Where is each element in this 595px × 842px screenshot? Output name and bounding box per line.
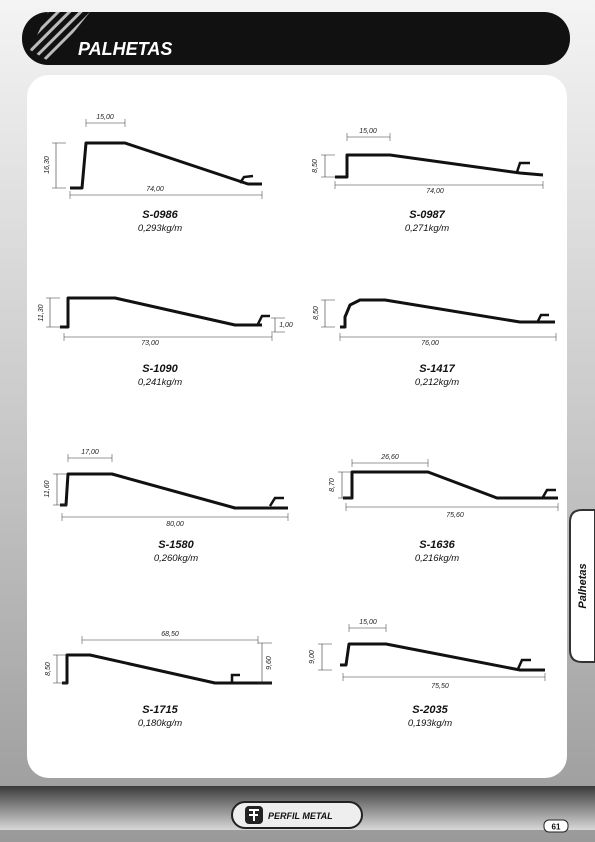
profile-weight: 0,260kg/m (154, 553, 198, 564)
dimension-label: 8,50 (45, 662, 52, 676)
dimension-label: 75,60 (446, 512, 464, 519)
profile-hook (536, 313, 549, 322)
dimension-label: 15,00 (359, 128, 377, 135)
dimension-label: 68,50 (161, 631, 179, 638)
profile-hook (238, 174, 254, 184)
dimension-label: 11,60 (44, 480, 51, 497)
profile-code: S-0987 (409, 209, 445, 221)
dimension-label: 8,50 (313, 306, 320, 320)
profile-shape (340, 642, 545, 672)
profile-shape (335, 153, 544, 179)
side-tab-label: Palhetas (577, 563, 589, 608)
profile-weight: 0,212kg/m (415, 377, 459, 388)
profile-code: S-1580 (158, 539, 194, 551)
footer-pill (231, 801, 363, 829)
dimension-label: 11,30 (38, 304, 45, 321)
dimension-label: 80,00 (166, 521, 184, 528)
dimension-label: 1,00 (279, 322, 293, 329)
profile-weight: 0,180kg/m (138, 718, 182, 729)
dimension-label: 15,00 (359, 619, 377, 626)
profile-hook (256, 314, 270, 325)
profile-weight: 0,241kg/m (138, 377, 182, 388)
profile-weight: 0,293kg/m (138, 223, 182, 234)
dimension-label: 15,00 (96, 114, 114, 121)
profile-hook (541, 488, 556, 498)
dimension-label: 75,50 (431, 683, 449, 690)
profile-hook (515, 161, 530, 173)
page-number: 61 (552, 823, 561, 832)
profile-hook (268, 496, 284, 507)
content-panel (27, 75, 567, 778)
side-tab (569, 509, 595, 663)
footer-logo-mark (249, 809, 259, 821)
profile-code: S-1636 (419, 539, 455, 551)
profile-weight: 0,193kg/m (408, 718, 452, 729)
page-number-box (543, 819, 569, 833)
profile-shape (60, 296, 262, 329)
profile-shape (70, 141, 262, 190)
profile-code: S-1715 (142, 704, 178, 716)
dimension-label: 8,70 (329, 478, 336, 492)
dimension-label: 9,60 (266, 656, 273, 670)
header-bar (22, 12, 570, 65)
dimension-label: 26,60 (380, 454, 399, 461)
dimension-label: 17,00 (81, 449, 99, 456)
profile-shape (340, 298, 555, 329)
profile-code: S-2035 (412, 704, 448, 716)
dimension-label: 74,00 (146, 186, 164, 193)
profile-hook (230, 673, 240, 682)
dimension-label: 8,50 (312, 159, 319, 173)
profile-hook (516, 658, 531, 670)
footer-brand: PERFIL METAL (268, 811, 333, 821)
profile-code: S-1090 (142, 363, 178, 375)
header-stripes (30, 12, 90, 62)
header-title: PALHETAS (78, 39, 172, 59)
profile-weight: 0,271kg/m (405, 223, 449, 234)
profile-weight: 0,216kg/m (415, 553, 459, 564)
dimension-label: 74,00 (426, 188, 444, 195)
profile-code: S-0986 (142, 209, 178, 221)
dimension-label: 73,00 (141, 340, 159, 347)
dimension-label: 16,30 (44, 156, 51, 174)
dimension-label: 9,00 (309, 650, 316, 664)
dimension-label: 76,00 (421, 340, 439, 347)
profile-code: S-1417 (419, 363, 455, 375)
